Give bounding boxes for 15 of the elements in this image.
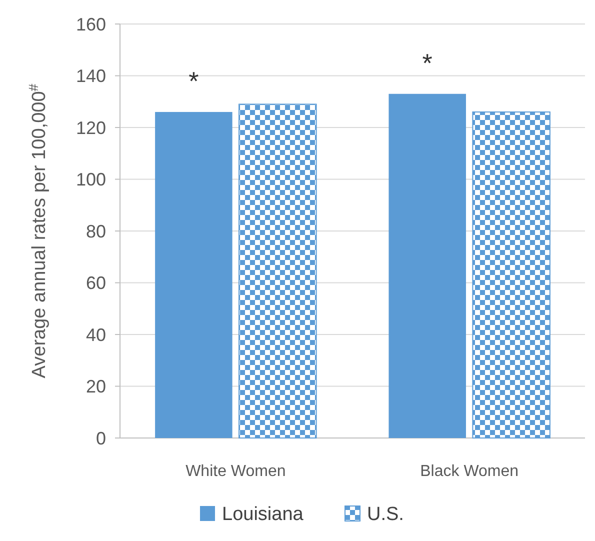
y-tick-label: 160 [76, 14, 106, 34]
legend-label: Louisiana [222, 504, 304, 525]
y-tick-label: 20 [86, 376, 106, 397]
y-tick-label: 40 [86, 324, 106, 345]
y-tick-label: 0 [96, 428, 106, 448]
x-tick-label: Black Women [420, 463, 519, 480]
y-tick-label: 140 [76, 66, 106, 86]
legend-label: U.S. [367, 504, 404, 525]
y-tick-label: 100 [76, 170, 106, 190]
annotation: * [422, 48, 432, 78]
x-tick-label: White Women [186, 463, 286, 480]
annotation: * [188, 66, 199, 96]
y-tick-label: 60 [86, 273, 106, 294]
y-tick-label: 120 [76, 118, 106, 138]
y-tick-label: 80 [86, 221, 106, 242]
